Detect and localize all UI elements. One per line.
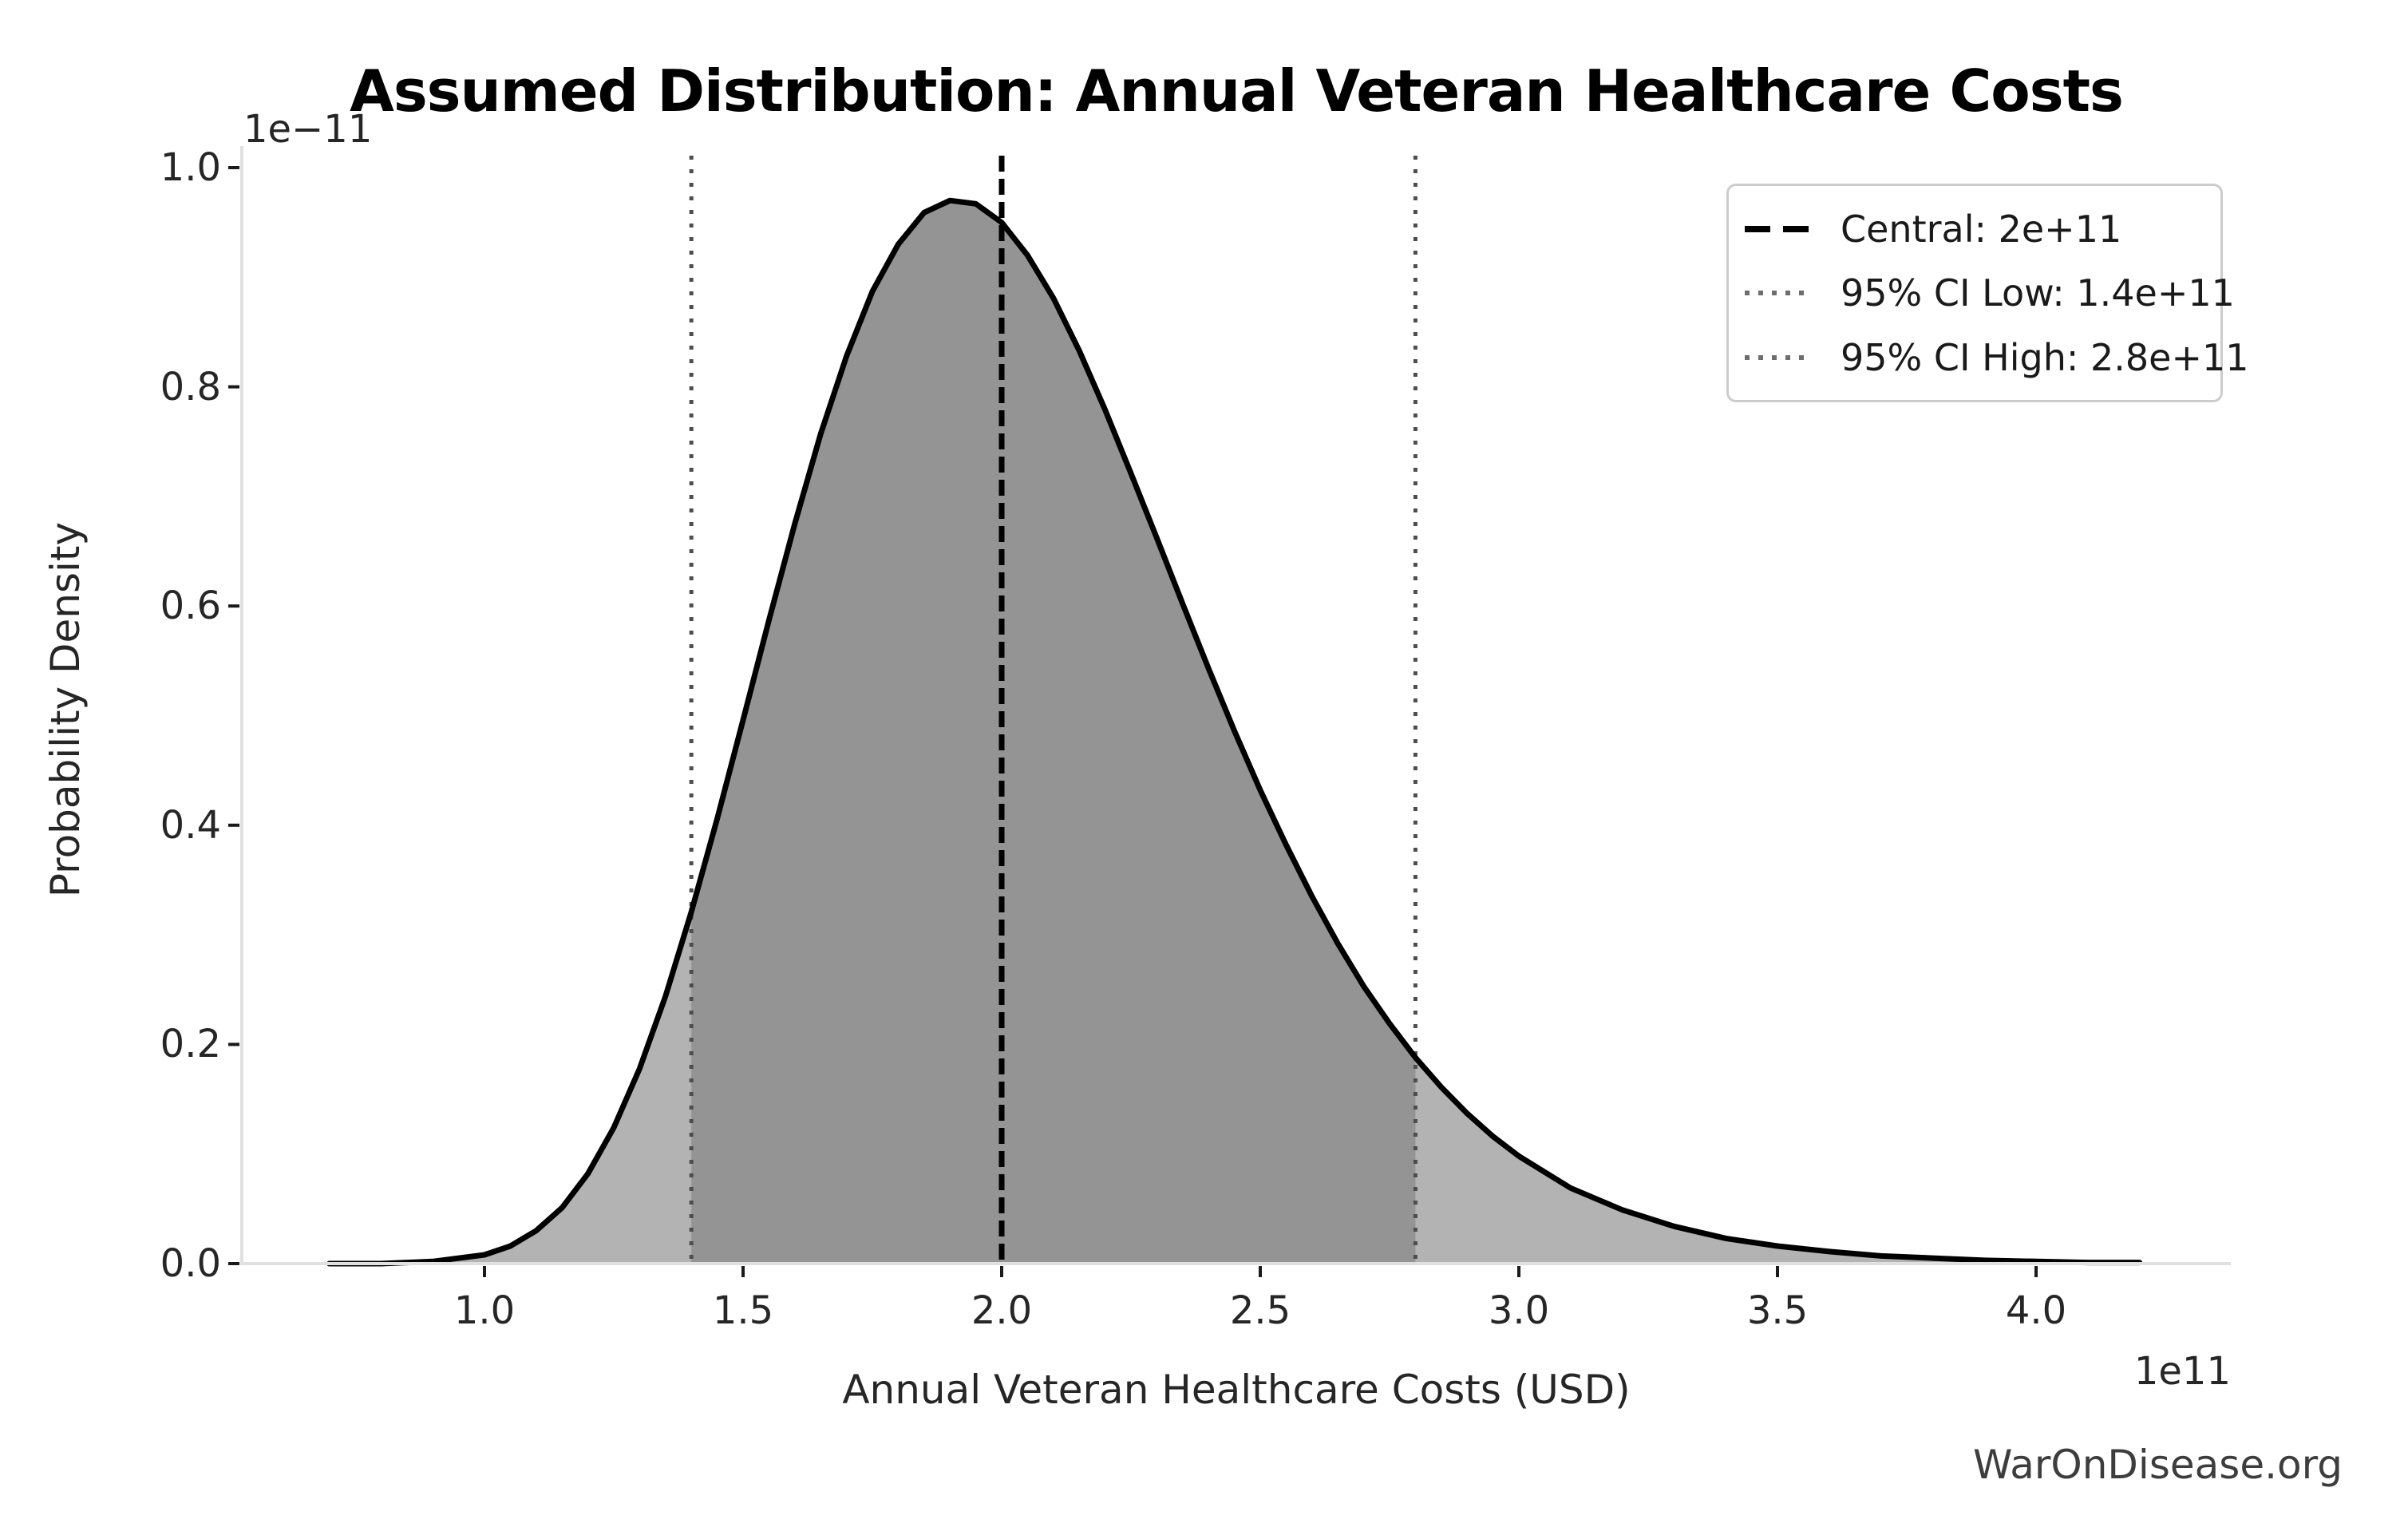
legend-label-ci-high: 95% CI High: 2.8e+11 (1841, 335, 2249, 379)
watermark: WarOnDisease.org (1972, 1442, 2343, 1488)
x-axis-label: Annual Veteran Healthcare Costs (USD) (842, 1367, 1631, 1413)
y-tick-label: 0.6 (160, 584, 221, 629)
x-tick-label: 2.5 (1229, 1288, 1291, 1333)
y-tick-label: 0.2 (160, 1022, 221, 1067)
legend-row-ci-low: 95% CI Low: 1.4e+11 (1743, 271, 2235, 315)
x-tick-label: 2.0 (971, 1288, 1033, 1333)
y-tick-label: 0.8 (160, 364, 221, 409)
x-tick-label: 4.0 (2005, 1288, 2067, 1333)
dotted-line-swatch-icon (1745, 354, 1810, 360)
legend-label-ci-low: 95% CI Low: 1.4e+11 (1841, 271, 2235, 315)
x-axis-offset-label: 1e11 (2133, 1349, 2231, 1394)
dashed-line-swatch-icon (1745, 225, 1810, 232)
density-fill-ci-band (691, 200, 1416, 1264)
legend-row-ci-high: 95% CI High: 2.8e+11 (1743, 336, 2249, 379)
legend-row-central: Central: 2e+11 (1743, 208, 2220, 251)
legend: Central: 2e+11 95% CI Low: 1.4e+11 95% C… (1726, 184, 2249, 402)
dotted-line-swatch-icon (1745, 291, 1810, 295)
chart-title: Assumed Distribution: Annual Veteran Hea… (350, 57, 2124, 125)
density-curve (326, 197, 2143, 1267)
y-tick-label: 1.0 (160, 145, 221, 190)
y-tick-label: 0.4 (160, 802, 221, 848)
y-tick-label: 0.0 (160, 1241, 221, 1286)
y-axis-label: Probability Density (42, 521, 89, 898)
y-axis-offset-label: 1e−11 (243, 107, 373, 152)
legend-label-central: Central: 2e+11 (1841, 207, 2122, 251)
x-tick-label: 1.5 (712, 1288, 774, 1333)
x-tick-label: 3.5 (1746, 1288, 1809, 1333)
x-tick-label: 3.0 (1488, 1288, 1550, 1333)
x-tick-label: 1.0 (453, 1288, 516, 1333)
